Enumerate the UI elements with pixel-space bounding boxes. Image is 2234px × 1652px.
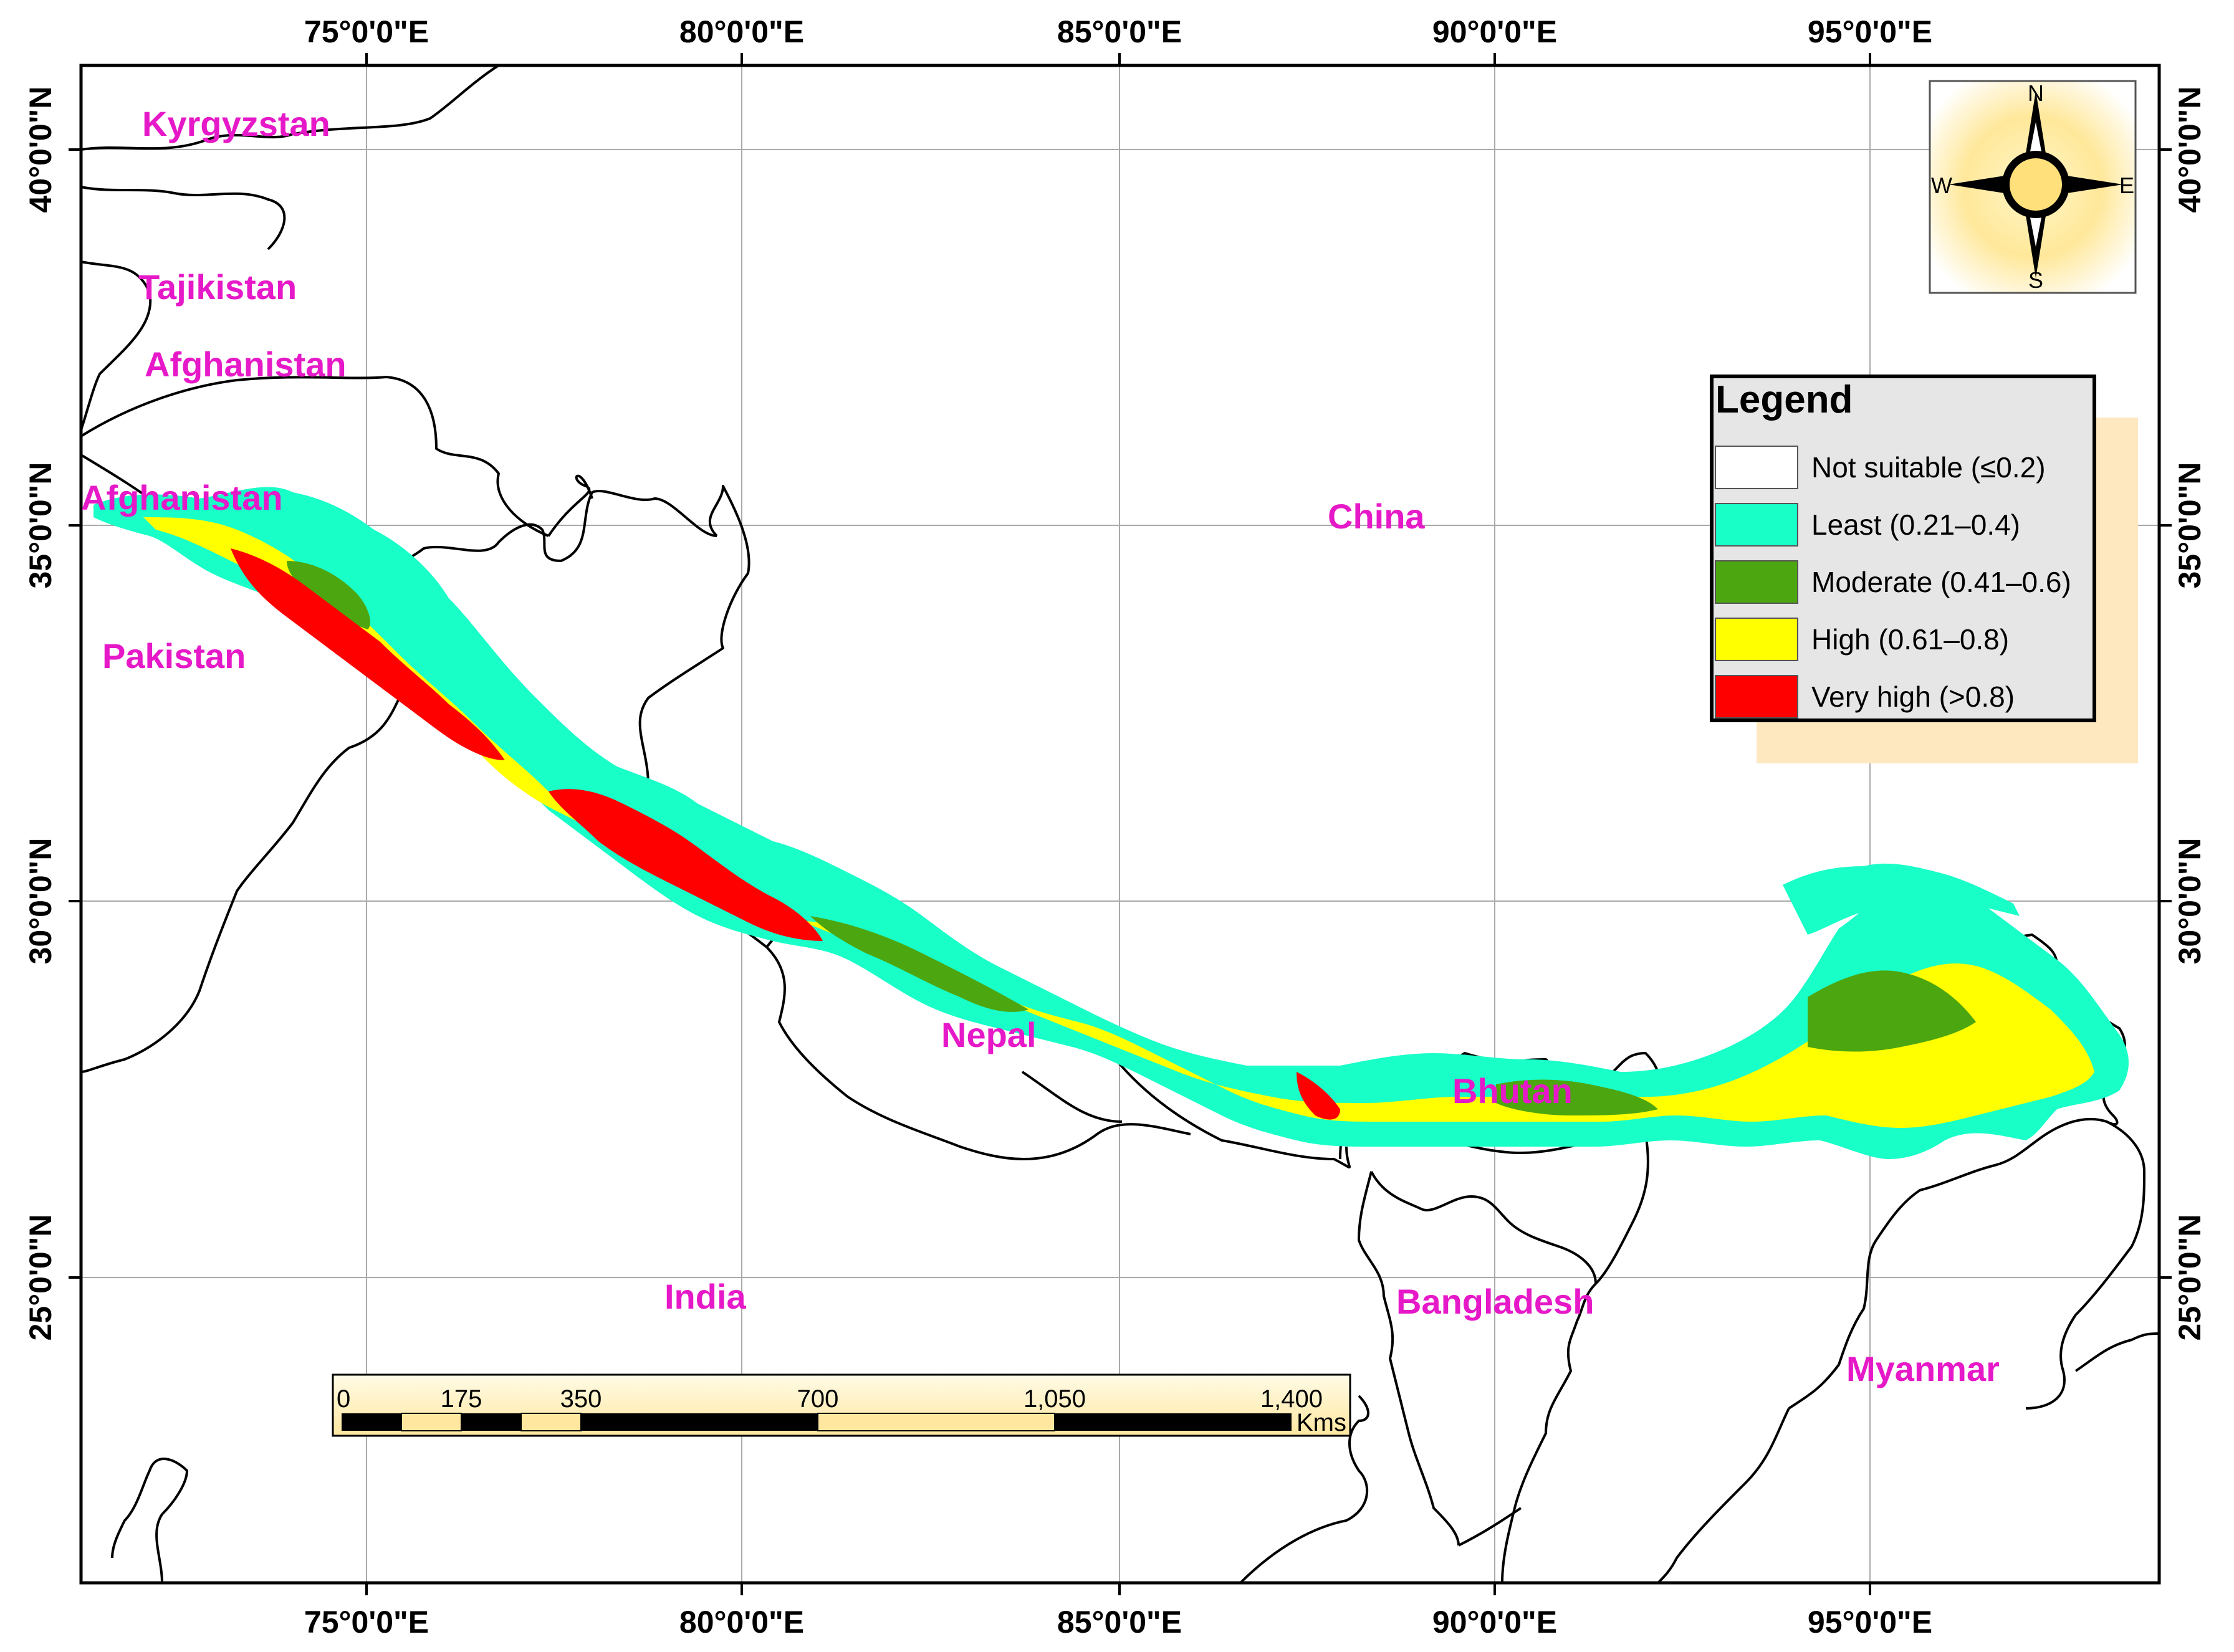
legend-label-not-suitable: Not suitable (≤0.2) [1811, 451, 2046, 484]
country-label-afghanistan-north: Afghanistan [145, 345, 347, 384]
legend-swatch-high [1715, 618, 1798, 661]
zone-moderate-d [1496, 1079, 1658, 1115]
tick-marks [69, 53, 2172, 1595]
country-label-india: India [664, 1277, 747, 1316]
scale-bar-segments [342, 1413, 1292, 1431]
bottom-lon-label: 90°0'0"E [1432, 1605, 1557, 1640]
suitability-raster [93, 487, 2129, 1160]
scale-tick-label: 1,400 [1260, 1385, 1323, 1413]
legend: Legend Not suitable (≤0.2) Least (0.21–0… [1710, 375, 2138, 763]
legend-label-moderate: Moderate (0.41–0.6) [1811, 566, 2071, 598]
top-lon-label: 85°0'0"E [1057, 14, 1182, 49]
compass-rose: N S W E [1929, 80, 2137, 294]
bottom-longitude-labels: 75°0'0"E 80°0'0"E 85°0'0"E 90°0'0"E 95°0… [304, 1605, 1932, 1640]
top-lon-label: 75°0'0"E [304, 14, 429, 49]
zone-moderate-a [287, 561, 370, 629]
left-latitude-labels: 40°0'0"N 35°0'0"N 30°0'0"N 25°0'0"N [23, 87, 58, 1341]
zone-very-high-central [549, 789, 823, 941]
zone-moderate-b [810, 916, 1028, 1012]
compass-north-label: N [2028, 80, 2044, 106]
right-lat-label: 30°0'0"N [2172, 838, 2207, 965]
country-label-china: China [1328, 497, 1425, 536]
scale-bar: 0 175 350 700 1,050 1,400 Kms [332, 1373, 1351, 1437]
top-lon-label: 80°0'0"E [679, 14, 804, 49]
country-label-kyrgyzstan: Kyrgyzstan [142, 104, 330, 143]
zone-high [143, 517, 2094, 1128]
left-lat-label: 40°0'0"N [23, 87, 58, 213]
compass-east-label: E [2119, 173, 2134, 198]
legend-box [1710, 375, 2096, 722]
country-label-tajikistan: Tajikistan [138, 267, 297, 307]
country-label-bhutan: Bhutan [1452, 1071, 1573, 1110]
legend-label-least: Least (0.21–0.4) [1811, 508, 2020, 541]
legend-swatch-moderate [1715, 560, 1798, 604]
compass-west-label: W [1931, 173, 1952, 198]
scale-tick-label: 1,050 [1024, 1385, 1086, 1413]
country-label-bangladesh: Bangladesh [1396, 1282, 1594, 1321]
legend-swatch-least [1715, 503, 1798, 547]
country-labels: Kyrgyzstan Tajikistan Afghanistan Afghan… [81, 104, 2000, 1388]
scale-tick-label: 350 [560, 1385, 602, 1413]
legend-title: Legend [1715, 378, 1853, 421]
country-borders [80, 64, 2160, 1584]
compass-south-label: S [2028, 267, 2043, 293]
scale-unit-label: Kms [1297, 1409, 1346, 1436]
zone-very-high-west [231, 548, 505, 760]
left-lat-label: 25°0'0"N [23, 1215, 58, 1341]
scale-tick-label: 0 [337, 1385, 350, 1413]
legend-label-very-high: Very high (>0.8) [1811, 680, 2015, 713]
compass-icon [1949, 91, 2123, 278]
bottom-lon-label: 75°0'0"E [304, 1605, 429, 1640]
top-lon-label: 90°0'0"E [1432, 14, 1557, 49]
zone-least-eastern-arc [1783, 863, 2020, 935]
country-label-nepal: Nepal [941, 1015, 1037, 1054]
legend-swatch-very-high [1715, 675, 1798, 719]
legend-swatch-not-suitable [1715, 446, 1798, 489]
zone-moderate-c [1808, 970, 1976, 1052]
right-lat-label: 40°0'0"N [2172, 87, 2207, 213]
scale-tick-label: 700 [797, 1385, 839, 1413]
bottom-lon-label: 85°0'0"E [1057, 1605, 1182, 1640]
country-label-myanmar: Myanmar [1846, 1349, 2000, 1388]
zone-very-high-sikkim [1297, 1072, 1340, 1120]
country-label-afghanistan-west: Afghanistan [81, 478, 283, 517]
bottom-lon-label: 80°0'0"E [679, 1605, 804, 1640]
left-lat-label: 35°0'0"N [23, 462, 58, 589]
scale-tick-label: 175 [441, 1385, 482, 1413]
country-label-pakistan: Pakistan [102, 636, 246, 676]
right-latitude-labels: 40°0'0"N 35°0'0"N 30°0'0"N 25°0'0"N [2172, 87, 2207, 1341]
right-lat-label: 25°0'0"N [2172, 1215, 2207, 1341]
top-lon-label: 95°0'0"E [1808, 14, 1932, 49]
right-lat-label: 35°0'0"N [2172, 462, 2207, 589]
left-lat-label: 30°0'0"N [23, 838, 58, 965]
legend-label-high: High (0.61–0.8) [1811, 623, 2009, 656]
bottom-lon-label: 95°0'0"E [1808, 1605, 1932, 1640]
top-longitude-labels: 75°0'0"E 80°0'0"E 85°0'0"E 90°0'0"E 95°0… [304, 14, 1932, 49]
